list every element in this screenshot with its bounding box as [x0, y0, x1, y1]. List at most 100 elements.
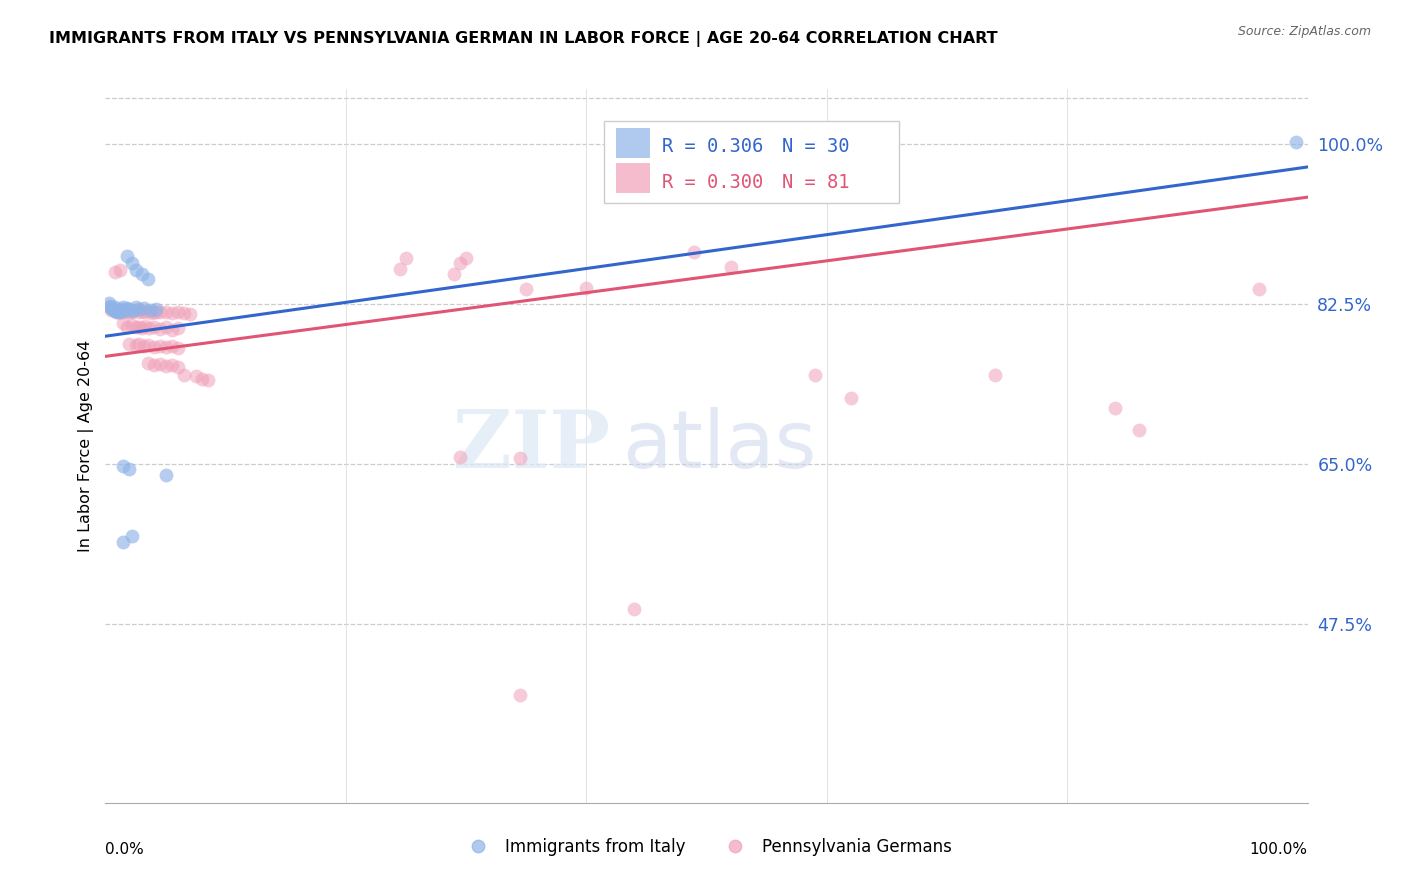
Point	[139, 302, 162, 317]
Point	[623, 602, 645, 616]
Point	[166, 305, 188, 319]
Point	[138, 321, 160, 335]
Text: atlas: atlas	[623, 407, 817, 485]
Point	[136, 356, 159, 370]
Text: N = 81: N = 81	[782, 173, 849, 192]
Point	[115, 249, 138, 263]
Point	[131, 303, 153, 318]
Point	[128, 305, 150, 319]
Point	[155, 340, 177, 354]
Point	[107, 304, 129, 318]
Point	[101, 302, 124, 317]
Point	[148, 339, 170, 353]
Point	[148, 357, 170, 371]
Point	[121, 529, 143, 543]
FancyBboxPatch shape	[616, 128, 650, 159]
Point	[103, 301, 125, 316]
Y-axis label: In Labor Force | Age 20-64: In Labor Force | Age 20-64	[79, 340, 94, 552]
Point	[155, 305, 177, 319]
Point	[131, 321, 153, 335]
Point	[121, 303, 143, 318]
Point	[112, 459, 135, 474]
Point	[132, 301, 155, 315]
Text: N = 30: N = 30	[782, 137, 849, 156]
Point	[121, 304, 143, 318]
Point	[395, 251, 418, 265]
Point	[803, 368, 825, 382]
Point	[443, 267, 465, 281]
Point	[136, 272, 159, 286]
Point	[112, 535, 135, 549]
Text: R = 0.306: R = 0.306	[662, 137, 763, 156]
Point	[112, 304, 135, 318]
Point	[115, 320, 138, 334]
Point	[105, 304, 128, 318]
Point	[160, 359, 183, 373]
Point	[173, 306, 195, 320]
Point	[1284, 135, 1306, 149]
Point	[449, 256, 471, 270]
Point	[132, 339, 155, 353]
Point	[179, 307, 201, 321]
Point	[142, 359, 165, 373]
FancyBboxPatch shape	[605, 121, 898, 203]
Point	[100, 302, 122, 317]
Point	[166, 321, 188, 335]
Point	[388, 262, 411, 277]
Point	[509, 688, 531, 702]
Point	[166, 341, 188, 355]
Point	[160, 323, 183, 337]
Point	[160, 339, 183, 353]
Point	[105, 303, 128, 318]
Point	[197, 373, 219, 387]
Point	[118, 462, 141, 476]
Point	[124, 263, 146, 277]
Text: IMMIGRANTS FROM ITALY VS PENNSYLVANIA GERMAN IN LABOR FORCE | AGE 20-64 CORRELAT: IMMIGRANTS FROM ITALY VS PENNSYLVANIA GE…	[49, 31, 998, 47]
Point	[139, 306, 162, 320]
Point	[108, 263, 131, 277]
Point	[121, 256, 143, 270]
Point	[110, 301, 132, 316]
Point	[155, 468, 177, 483]
Point	[134, 319, 156, 334]
Point	[124, 338, 146, 352]
Point	[184, 369, 207, 384]
Point	[190, 372, 212, 386]
Text: Source: ZipAtlas.com: Source: ZipAtlas.com	[1237, 25, 1371, 38]
Point	[110, 303, 132, 318]
Point	[118, 336, 141, 351]
Point	[148, 322, 170, 336]
Point	[112, 317, 135, 331]
Point	[111, 303, 134, 318]
Point	[107, 303, 129, 318]
Point	[155, 359, 177, 374]
Point	[98, 296, 121, 310]
Point	[173, 368, 195, 382]
Point	[1249, 282, 1271, 296]
Point	[145, 301, 167, 316]
Point	[115, 301, 138, 315]
Point	[1104, 401, 1126, 415]
Point	[136, 338, 159, 352]
Point	[839, 392, 862, 406]
Point	[104, 300, 127, 314]
Point	[114, 302, 136, 317]
Point	[720, 260, 742, 274]
Point	[100, 301, 122, 315]
Point	[104, 265, 127, 279]
Text: 100.0%: 100.0%	[1250, 842, 1308, 857]
Point	[108, 305, 131, 319]
Point	[131, 267, 153, 281]
Point	[155, 320, 177, 334]
Point	[515, 282, 537, 296]
Point	[142, 320, 165, 334]
FancyBboxPatch shape	[616, 162, 650, 193]
Point	[108, 305, 131, 319]
Point	[145, 305, 167, 319]
Point	[112, 300, 135, 314]
Point	[115, 303, 138, 318]
Legend: Immigrants from Italy, Pennsylvania Germans: Immigrants from Italy, Pennsylvania Germ…	[454, 831, 959, 863]
Text: R = 0.300: R = 0.300	[662, 173, 763, 192]
Point	[449, 450, 471, 464]
Point	[124, 302, 146, 317]
